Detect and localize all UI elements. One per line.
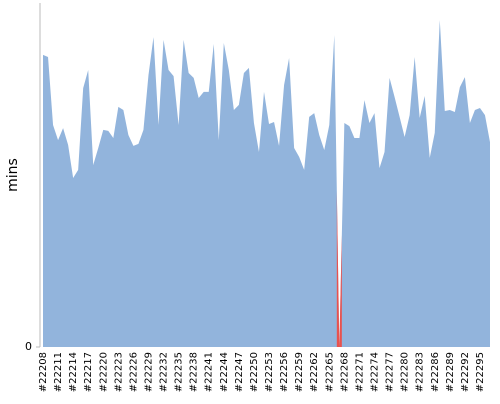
x-tick-label: #22241 — [204, 352, 215, 392]
x-tick-label: #22253 — [264, 352, 275, 392]
x-tick-label: #22220 — [98, 352, 109, 392]
x-tick-label: #22280 — [400, 352, 411, 392]
x-tick-label: #22229 — [143, 352, 154, 392]
x-tick-label: #22274 — [369, 352, 380, 392]
x-tick-label: #22262 — [309, 352, 320, 392]
x-tick-label: #22265 — [324, 352, 335, 392]
x-tick-label: #22289 — [445, 352, 456, 392]
x-tick-label: #22214 — [68, 352, 79, 392]
x-tick-label: #22226 — [128, 352, 139, 392]
y-tick-label: 0 — [25, 340, 32, 353]
x-tick-label: #22259 — [294, 352, 305, 392]
x-tick-label: #22238 — [189, 352, 200, 392]
x-tick-label: #22235 — [174, 352, 185, 392]
x-tick-label: #22283 — [415, 352, 426, 392]
area — [43, 20, 490, 347]
x-tick-label: #22292 — [460, 352, 471, 392]
x-tick-label: #22223 — [113, 352, 124, 392]
x-tick-label: #22208 — [38, 352, 49, 392]
x-tick-label: #22244 — [219, 352, 230, 392]
x-tick-label: #22256 — [279, 352, 290, 392]
x-tick-label: #22247 — [234, 352, 245, 392]
x-tick-label: #22232 — [159, 352, 170, 392]
y-axis-label: mins — [5, 158, 21, 192]
x-tick-label: #22286 — [430, 352, 441, 392]
x-tick-label: #22277 — [385, 352, 396, 392]
x-tick-label: #22295 — [475, 352, 486, 392]
failed-build — [336, 191, 342, 347]
x-tick-label: #22211 — [53, 352, 64, 392]
x-tick-label: #22250 — [249, 352, 260, 392]
x-tick-label: #22268 — [339, 352, 350, 392]
x-tick-label: #22271 — [354, 352, 365, 392]
x-tick-label: #22217 — [83, 352, 94, 392]
